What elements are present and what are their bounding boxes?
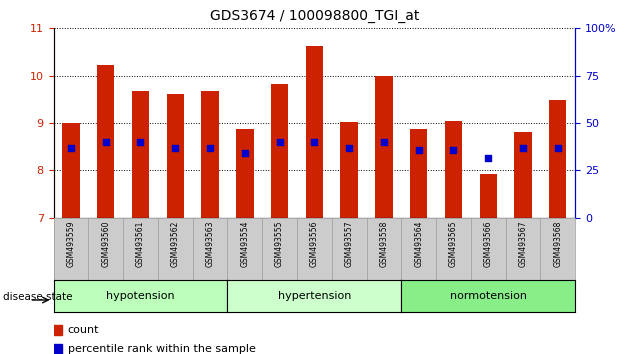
- Bar: [62, 123, 79, 218]
- Bar: [236, 129, 253, 218]
- Text: GSM493562: GSM493562: [171, 221, 180, 267]
- Bar: [549, 100, 566, 218]
- Text: GSM493560: GSM493560: [101, 221, 110, 267]
- Bar: [132, 91, 149, 218]
- Point: [379, 139, 389, 145]
- Text: hypertension: hypertension: [278, 291, 351, 301]
- Point: [483, 155, 493, 160]
- Text: GSM493559: GSM493559: [66, 221, 76, 267]
- Text: GSM493568: GSM493568: [553, 221, 563, 267]
- Bar: [271, 84, 289, 218]
- Bar: [375, 76, 392, 218]
- Bar: [445, 121, 462, 218]
- Point: [414, 148, 424, 153]
- Bar: [166, 94, 184, 218]
- Text: GSM493567: GSM493567: [518, 221, 527, 267]
- Text: GSM493556: GSM493556: [310, 221, 319, 267]
- Text: GSM493555: GSM493555: [275, 221, 284, 267]
- Bar: [479, 174, 497, 218]
- Point: [309, 139, 319, 145]
- Text: hypotension: hypotension: [106, 291, 175, 301]
- Text: GSM493564: GSM493564: [414, 221, 423, 267]
- Bar: [306, 46, 323, 218]
- Text: GSM493557: GSM493557: [345, 221, 353, 267]
- Point: [170, 145, 180, 151]
- Point: [240, 150, 250, 156]
- Point: [66, 145, 76, 151]
- Text: normotension: normotension: [450, 291, 527, 301]
- Bar: [202, 91, 219, 218]
- Text: GDS3674 / 100098800_TGI_at: GDS3674 / 100098800_TGI_at: [210, 9, 420, 23]
- Bar: [514, 132, 532, 218]
- Text: GSM493554: GSM493554: [240, 221, 249, 267]
- Point: [205, 145, 215, 151]
- Text: GSM493561: GSM493561: [136, 221, 145, 267]
- Point: [449, 148, 459, 153]
- Point: [135, 139, 146, 145]
- Bar: [97, 65, 115, 218]
- Text: GSM493566: GSM493566: [484, 221, 493, 267]
- Bar: [340, 121, 358, 218]
- Point: [344, 145, 354, 151]
- Text: GSM493565: GSM493565: [449, 221, 458, 267]
- Point: [101, 139, 111, 145]
- Point: [518, 145, 528, 151]
- Point: [275, 139, 285, 145]
- Text: disease state: disease state: [3, 292, 72, 302]
- Text: GSM493558: GSM493558: [379, 221, 389, 267]
- Point: [553, 145, 563, 151]
- Text: percentile rank within the sample: percentile rank within the sample: [67, 344, 256, 354]
- Bar: [410, 129, 427, 218]
- Text: count: count: [67, 325, 100, 335]
- Text: GSM493563: GSM493563: [205, 221, 215, 267]
